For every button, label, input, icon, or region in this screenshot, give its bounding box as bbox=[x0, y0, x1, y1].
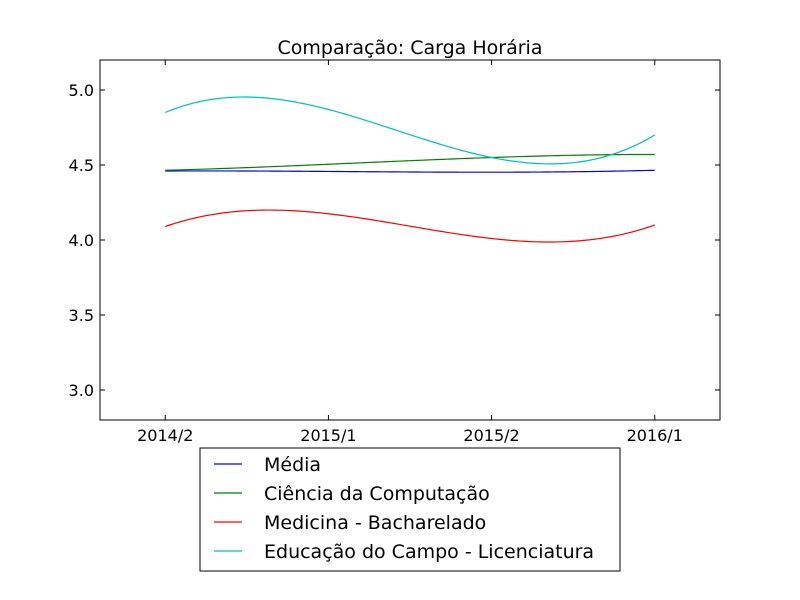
plot-area bbox=[99, 59, 721, 421]
legend-label-1: Ciência da Computação bbox=[264, 483, 490, 505]
chart-title: Comparação: Carga Horária bbox=[278, 37, 543, 59]
y-tick-label: 3.0 bbox=[69, 381, 94, 400]
legend: Média Ciência da Computação Medicina - Bac… bbox=[199, 447, 621, 572]
series-line-3 bbox=[165, 96, 656, 165]
y-tick-label: 4.5 bbox=[69, 156, 94, 175]
x-axis: 2014/2 2015/1 2015/2 2016/1 bbox=[137, 60, 683, 445]
y-tick-label: 5.0 bbox=[69, 81, 94, 100]
x-tick-label: 2015/2 bbox=[463, 426, 519, 445]
legend-label-0: Média bbox=[264, 454, 321, 476]
legend-box bbox=[199, 447, 621, 572]
series-line-2 bbox=[165, 209, 655, 243]
legend-label-2: Medicina - Bacharelado bbox=[264, 512, 486, 534]
y-tick-label: 4.0 bbox=[69, 231, 94, 250]
x-tick-label: 2016/1 bbox=[627, 426, 683, 445]
x-tick-label: 2014/2 bbox=[137, 426, 193, 445]
legend-label-3: Educação do Campo - Licenciatura bbox=[264, 541, 594, 563]
series-layer bbox=[165, 96, 656, 243]
y-tick-label: 3.5 bbox=[69, 306, 94, 325]
y-axis: 3.0 3.5 4.0 4.5 5.0 bbox=[69, 81, 720, 400]
x-tick-label: 2015/1 bbox=[300, 426, 356, 445]
series-line-1 bbox=[165, 153, 655, 171]
series-line-0 bbox=[165, 169, 655, 173]
